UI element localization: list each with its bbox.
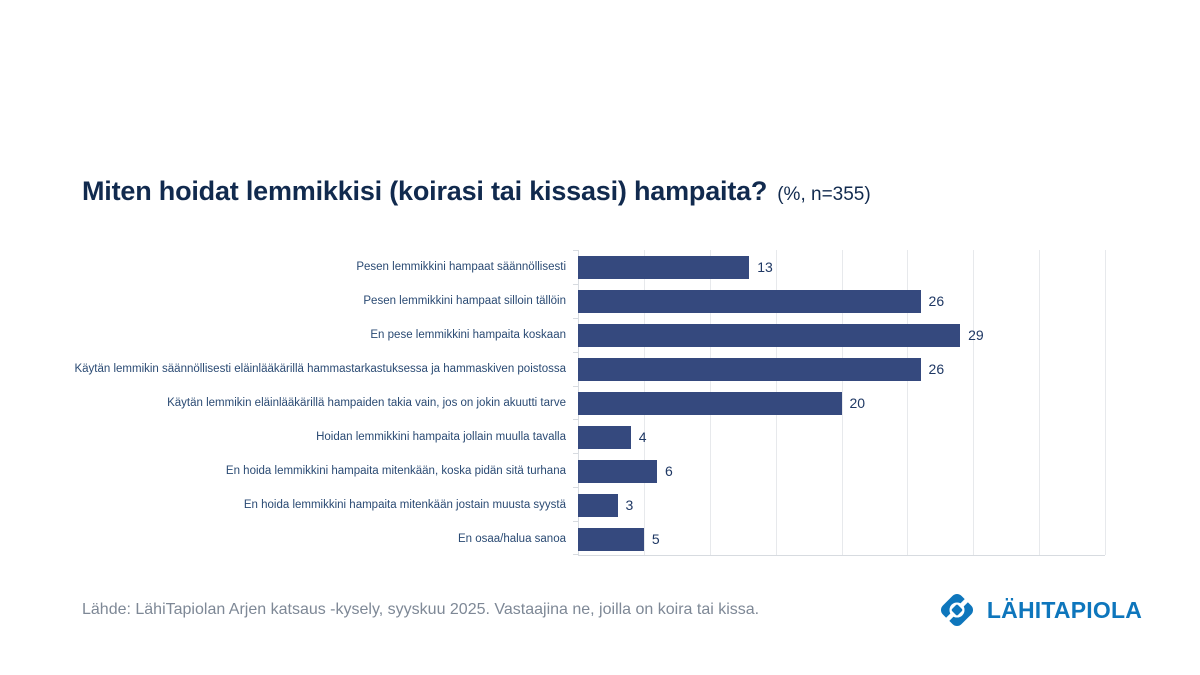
gridline xyxy=(841,250,843,555)
chart-row: En pese lemmikkini hampaita koskaan 29 xyxy=(82,318,1105,352)
gridline xyxy=(973,250,975,555)
chart-row: En hoida lemmikkini hampaita mitenkään j… xyxy=(82,488,1105,522)
axis-tick xyxy=(573,283,578,285)
bar-track: 5 xyxy=(578,522,1105,556)
bar-track: 4 xyxy=(578,420,1105,454)
lahitapiola-logo: LÄHITAPIOLA xyxy=(936,589,1142,631)
category-cell: En hoida lemmikkini hampaita mitenkään, … xyxy=(82,454,578,488)
category-label: En hoida lemmikkini hampaita mitenkään j… xyxy=(243,499,566,511)
value-label: 5 xyxy=(651,531,660,547)
category-cell: Pesen lemmikkini hampaat silloin tällöin xyxy=(82,284,578,318)
bar-track: 3 xyxy=(578,488,1105,522)
category-label: Käytän lemmikin eläinlääkärillä hampaide… xyxy=(167,397,566,409)
gridline xyxy=(1039,250,1041,555)
axis-tick xyxy=(573,487,578,489)
axis-tick xyxy=(573,521,578,523)
chart-row: Käytän lemmikin eläinlääkärillä hampaide… xyxy=(82,386,1105,420)
category-cell: En osaa/halua sanoa xyxy=(82,522,578,556)
category-cell: En hoida lemmikkini hampaita mitenkään j… xyxy=(82,488,578,522)
category-label: Käytän lemmikin säännöllisesti eläinlääk… xyxy=(74,363,566,375)
bar xyxy=(578,255,750,279)
value-label: 6 xyxy=(665,463,673,479)
bar xyxy=(578,323,961,347)
bar xyxy=(578,391,842,415)
bar-chart: Pesen lemmikkini hampaat säännöllisesti 1… xyxy=(74,250,1106,556)
category-cell: Käytän lemmikin eläinlääkärillä hampaide… xyxy=(82,386,578,420)
category-cell: Hoidan lemmikkini hampaita jollain muull… xyxy=(82,420,578,454)
category-cell: Pesen lemmikkini hampaat säännöllisesti xyxy=(82,250,578,284)
value-label: 4 xyxy=(638,429,647,445)
bar-track: 20 xyxy=(578,386,1105,420)
value-label: 26 xyxy=(928,293,945,309)
bar xyxy=(578,527,644,551)
bar-track: 26 xyxy=(578,284,1105,318)
axis-tick xyxy=(573,554,578,555)
source-note: Lähde: LähiTapiolan Arjen katsaus -kysel… xyxy=(82,601,760,618)
value-label: 3 xyxy=(625,497,634,513)
category-label: En hoida lemmikkini hampaita mitenkään, … xyxy=(225,465,566,477)
chart-row: Pesen lemmikkini hampaat säännöllisesti 1… xyxy=(82,250,1105,284)
value-label: 13 xyxy=(757,259,773,275)
category-label: Hoidan lemmikkini hampaita jollain muull… xyxy=(316,431,566,443)
axis-tick xyxy=(573,419,578,421)
axis-tick xyxy=(573,351,578,353)
category-label: Pesen lemmikkini hampaat silloin tällöin xyxy=(363,295,566,307)
category-cell: En pese lemmikkini hampaita koskaan xyxy=(82,318,578,352)
value-label: 20 xyxy=(849,395,866,411)
chart-subtitle: (%, n=355) xyxy=(777,184,871,205)
bar xyxy=(578,357,921,381)
axis-tick xyxy=(573,317,578,319)
gridline xyxy=(907,250,909,555)
bar xyxy=(578,493,618,517)
chart-row: Pesen lemmikkini hampaat silloin tällöin… xyxy=(82,284,1105,318)
bar xyxy=(578,459,658,483)
bar-track: 13 xyxy=(578,250,1105,284)
chart-row: En hoida lemmikkini hampaita mitenkään, … xyxy=(82,454,1105,488)
category-label: Pesen lemmikkini hampaat säännöllisesti xyxy=(356,261,566,273)
axis-tick xyxy=(573,453,578,455)
bar-track: 26 xyxy=(578,352,1105,386)
chart-title: Miten hoidat lemmikkisi (koirasi tai kis… xyxy=(82,176,768,206)
bar-track: 6 xyxy=(578,454,1105,488)
value-label: 29 xyxy=(968,327,984,343)
bar xyxy=(578,425,631,449)
chart-rows: Pesen lemmikkini hampaat säännöllisesti 1… xyxy=(74,250,1105,556)
axis-tick xyxy=(573,385,578,387)
lahitapiola-logo-text: LÄHITAPIOLA xyxy=(986,596,1142,623)
page-title: Miten hoidat lemmikkisi (koirasi tai kis… xyxy=(82,176,871,207)
category-cell: Käytän lemmikin säännöllisesti eläinlääk… xyxy=(74,352,578,386)
value-label: 26 xyxy=(928,361,945,377)
category-label: En osaa/halua sanoa xyxy=(457,533,566,545)
lahitapiola-diamond-icon xyxy=(940,593,973,627)
gridline xyxy=(1105,250,1106,555)
chart-row: Hoidan lemmikkini hampaita jollain muull… xyxy=(82,420,1105,454)
bar-track: 29 xyxy=(578,318,1105,352)
category-label: En pese lemmikkini hampaita koskaan xyxy=(370,329,566,341)
bar xyxy=(578,289,921,313)
chart-row: Käytän lemmikin säännöllisesti eläinlääk… xyxy=(74,352,1105,386)
chart-row: En osaa/halua sanoa 5 xyxy=(82,522,1105,556)
axis-tick xyxy=(573,250,578,251)
